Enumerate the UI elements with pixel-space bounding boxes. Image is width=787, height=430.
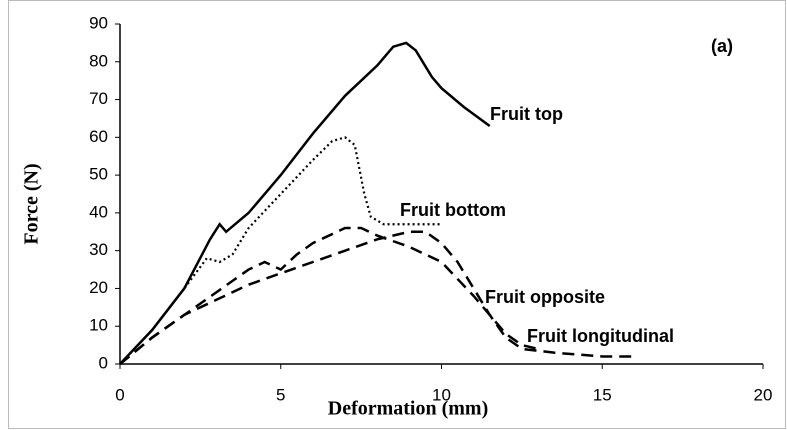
y-tick-label: 80 (89, 51, 108, 70)
annotation: (a) (711, 36, 733, 56)
y-tick-label: 70 (89, 89, 108, 108)
x-tick-label: 10 (432, 385, 451, 404)
series-label: Fruit bottom (400, 200, 506, 220)
series-line (119, 41, 491, 365)
y-tick-label: 90 (89, 13, 108, 32)
y-axis-label: Force (N) (21, 163, 43, 244)
chart-frame (8, 0, 786, 429)
x-tick-label: 20 (754, 385, 773, 404)
series-label: Fruit longitudinal (527, 326, 674, 346)
y-tick-label: 20 (89, 278, 108, 297)
x-tick-label: 5 (276, 385, 285, 404)
y-tick-label: 50 (89, 165, 108, 184)
y-tick-label: 30 (89, 240, 108, 259)
series-line (119, 230, 635, 365)
series-line (119, 226, 539, 365)
y-tick-label: 10 (89, 316, 108, 335)
y-tick-label: 0 (99, 353, 108, 372)
series-label: Fruit top (490, 104, 563, 124)
x-tick-label: 0 (115, 385, 124, 404)
series-line (119, 136, 442, 365)
x-tick-label: 15 (593, 385, 612, 404)
series-label: Fruit opposite (485, 287, 605, 307)
y-tick-label: 40 (89, 202, 108, 221)
x-axis-label: Deformation (mm) (328, 398, 489, 420)
y-tick-label: 60 (89, 127, 108, 146)
